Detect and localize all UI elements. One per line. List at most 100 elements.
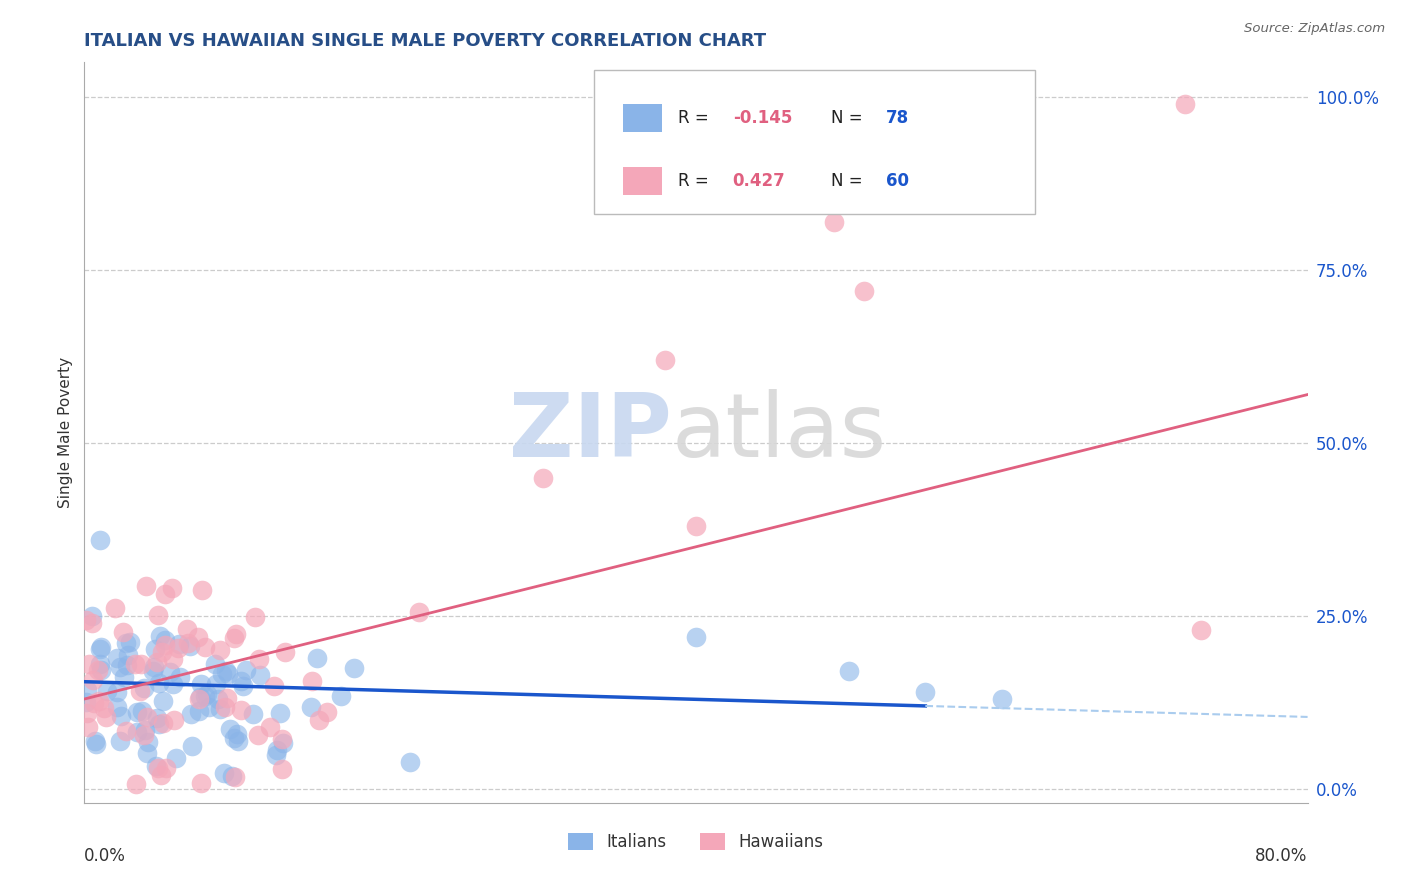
- Point: [79, 657, 101, 672]
- Point: [219, 722, 242, 736]
- Point: [823, 214, 845, 228]
- Point: [207, 692, 229, 706]
- Point: [86, 737, 108, 751]
- Point: [226, 727, 249, 741]
- Point: [188, 704, 211, 718]
- Point: [263, 679, 285, 693]
- Point: [96, 684, 118, 698]
- Point: [87, 693, 110, 707]
- Point: [190, 775, 212, 789]
- Point: [112, 670, 135, 684]
- Point: [117, 648, 139, 662]
- Point: [89, 642, 111, 657]
- Point: [991, 692, 1014, 706]
- Point: [94, 710, 117, 724]
- Text: atlas: atlas: [672, 389, 887, 476]
- Point: [162, 652, 184, 666]
- Point: [301, 700, 323, 714]
- Point: [152, 694, 174, 708]
- Point: [408, 605, 430, 619]
- Point: [90, 664, 112, 678]
- Point: [124, 657, 146, 671]
- Point: [301, 674, 323, 689]
- Point: [208, 642, 231, 657]
- Point: [242, 707, 264, 722]
- Point: [195, 687, 218, 701]
- Point: [838, 665, 860, 679]
- Point: [264, 748, 287, 763]
- Point: [118, 635, 141, 649]
- Point: [148, 717, 170, 731]
- Point: [1174, 97, 1197, 112]
- Point: [217, 690, 239, 705]
- Point: [343, 661, 366, 675]
- Point: [531, 470, 554, 484]
- Point: [115, 723, 138, 738]
- Point: [211, 666, 233, 681]
- Point: [316, 705, 339, 719]
- Point: [204, 657, 226, 671]
- Point: [163, 714, 186, 728]
- Point: [131, 704, 153, 718]
- Point: [89, 657, 111, 672]
- Point: [162, 676, 184, 690]
- Point: [271, 736, 294, 750]
- Point: [159, 665, 181, 679]
- Point: [125, 725, 148, 739]
- Point: [169, 670, 191, 684]
- Point: [149, 628, 172, 642]
- Point: [87, 663, 110, 677]
- Text: 80.0%: 80.0%: [1256, 847, 1308, 865]
- Point: [145, 642, 167, 657]
- Point: [685, 630, 707, 644]
- Point: [155, 638, 177, 652]
- Point: [914, 685, 936, 699]
- Point: [83, 734, 105, 748]
- Point: [685, 519, 707, 533]
- Point: [142, 664, 165, 678]
- Point: [191, 582, 214, 597]
- Point: [305, 651, 328, 665]
- Point: [82, 673, 104, 688]
- Point: [194, 690, 217, 704]
- Point: [214, 700, 236, 714]
- Point: [76, 695, 98, 709]
- Point: [247, 652, 270, 666]
- Point: [150, 645, 173, 659]
- Point: [243, 610, 266, 624]
- Point: [654, 353, 676, 368]
- Text: ITALIAN VS HAWAIIAN SINGLE MALE POVERTY CORRELATION CHART: ITALIAN VS HAWAIIAN SINGLE MALE POVERTY …: [84, 32, 766, 50]
- Point: [246, 727, 269, 741]
- Text: Source: ZipAtlas.com: Source: ZipAtlas.com: [1244, 22, 1385, 36]
- Point: [226, 733, 249, 747]
- Point: [76, 706, 98, 720]
- Point: [166, 640, 188, 655]
- Point: [145, 759, 167, 773]
- Point: [181, 739, 204, 753]
- Point: [180, 706, 202, 721]
- Point: [115, 657, 138, 672]
- Point: [235, 664, 257, 678]
- Point: [128, 684, 150, 698]
- Point: [198, 699, 221, 714]
- Point: [271, 731, 294, 746]
- Point: [308, 714, 330, 728]
- Bar: [623, 103, 662, 132]
- Point: [134, 727, 156, 741]
- Point: [115, 636, 138, 650]
- Point: [75, 613, 97, 627]
- Point: [134, 723, 156, 738]
- Point: [80, 609, 103, 624]
- Text: R =: R =: [678, 172, 714, 190]
- Bar: [623, 167, 662, 195]
- Point: [110, 709, 132, 723]
- Point: [190, 677, 212, 691]
- Point: [93, 701, 115, 715]
- Point: [853, 284, 876, 298]
- Point: [188, 691, 211, 706]
- Point: [146, 655, 169, 669]
- Point: [80, 616, 103, 631]
- Point: [108, 734, 131, 748]
- Point: [146, 711, 169, 725]
- Point: [150, 768, 173, 782]
